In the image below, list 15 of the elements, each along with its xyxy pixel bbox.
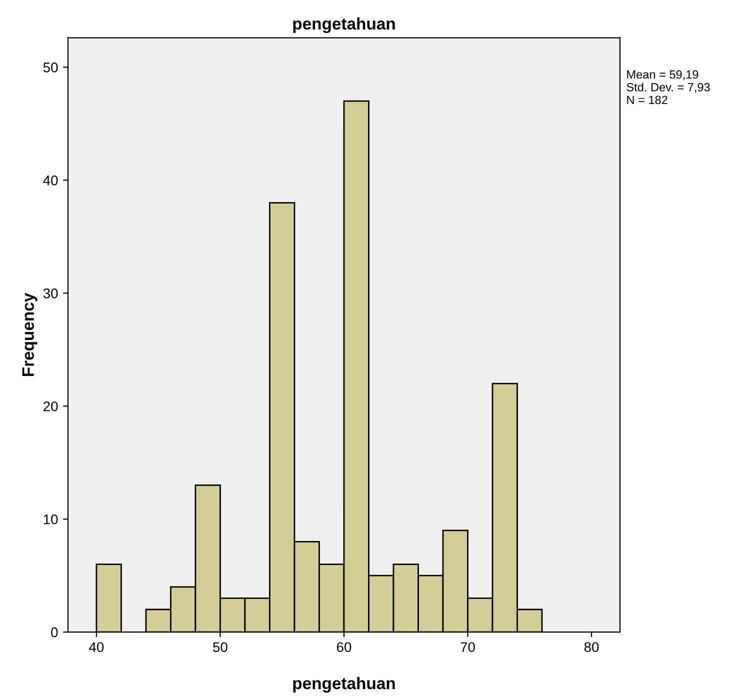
- x-tick-label: 60: [336, 642, 352, 652]
- x-tick-label: 40: [89, 642, 104, 652]
- text: Mean = 59,19 Std. Dev. = 7,93 N = 182: [626, 70, 710, 104]
- y-tick-label: 10: [44, 514, 58, 524]
- y-tick-label: 20: [44, 401, 58, 412]
- y-tick-label: 0: [51, 627, 58, 638]
- chart-title: pengetahuan: [293, 17, 395, 33]
- x-axis-title: pengetahuan: [293, 676, 395, 693]
- y-tick-label: 30: [43, 288, 58, 298]
- y-tick-label: 50: [43, 62, 58, 72]
- y-tick-label: 40: [43, 175, 58, 186]
- x-tick-label: 50: [213, 642, 228, 652]
- x-tick-label: 80: [584, 642, 599, 652]
- y-axis-title: Frequency: [22, 292, 38, 376]
- x-tick-label: 70: [460, 642, 475, 652]
